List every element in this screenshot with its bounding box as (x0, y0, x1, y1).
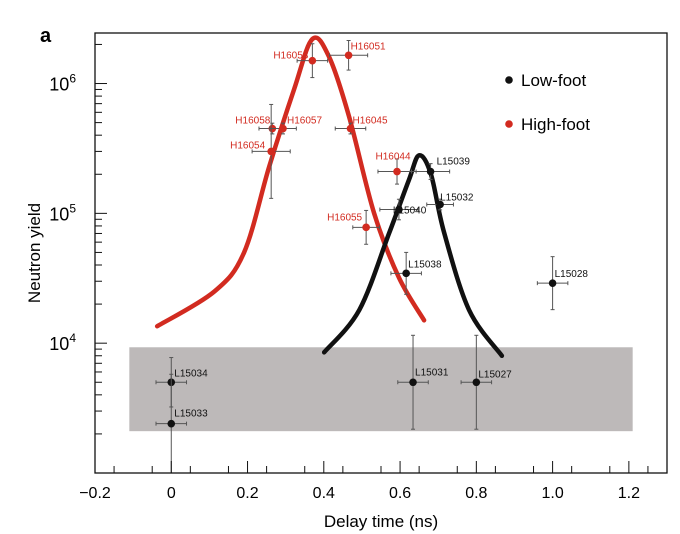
y-tick-base: 10 (49, 334, 69, 354)
point-label: L15028 (555, 269, 589, 280)
data-marker (362, 223, 370, 232)
point-label: L15039 (437, 157, 471, 168)
y-tick-base: 10 (49, 75, 69, 95)
point-label: H16045 (352, 116, 387, 127)
shaded-band (129, 347, 633, 432)
point-label: L15032 (440, 192, 474, 203)
point-label: L15027 (478, 369, 512, 380)
low-foot-fit-curve (321, 153, 505, 359)
point-label: L15040 (393, 206, 427, 217)
legend-marker (505, 120, 513, 128)
point-label: H16055 (327, 212, 362, 223)
point-label: L15033 (174, 409, 208, 420)
legend-marker (505, 76, 513, 84)
high-foot-fit-curve (154, 35, 427, 329)
data-point-h16057: H16057 (269, 116, 322, 135)
x-tick-label: 1.2 (618, 485, 640, 502)
data-point-h16051: H16051 (329, 39, 386, 71)
data-point-h16044: H16044 (376, 152, 417, 185)
data-marker (426, 167, 435, 176)
legend-label: High-foot (521, 115, 590, 134)
data-point-h16055: H16055 (327, 209, 380, 245)
point-label: H16053 (273, 51, 308, 62)
legend-item-low-foot: Low-foot (505, 71, 586, 90)
data-marker (308, 56, 317, 65)
y-tick-label: 104 (49, 331, 76, 354)
data-marker (436, 200, 444, 209)
data-point-l15031: L15031 (397, 334, 449, 430)
data-marker (167, 419, 176, 428)
data-point-l15028: L15028 (536, 256, 589, 311)
point-label: H16044 (376, 152, 411, 163)
point-label: L15038 (408, 259, 442, 270)
y-tick-exponent: 5 (69, 201, 76, 215)
y-tick-label: 105 (49, 201, 76, 224)
x-tick-label: −0.2 (79, 485, 111, 502)
x-tick-label: 1.0 (541, 485, 563, 502)
x-tick-label: 0.6 (389, 485, 411, 502)
y-axis-label: Neutron yield (25, 203, 44, 303)
x-tick-label: 0 (167, 485, 176, 502)
y-tick-exponent: 6 (69, 72, 76, 86)
legend-item-high-foot: High-foot (505, 115, 590, 134)
data-marker (472, 378, 481, 387)
point-label: H16051 (351, 41, 386, 52)
x-axis-label: Delay time (ns) (324, 512, 438, 531)
point-label: L15031 (415, 367, 449, 378)
data-marker (393, 167, 401, 176)
point-label: H16058 (235, 116, 270, 127)
data-marker (409, 378, 417, 387)
x-tick-label: 0.2 (236, 485, 258, 502)
data-point-h16054: H16054 (230, 103, 291, 199)
data-point-h16045: H16045 (334, 116, 388, 135)
data-marker (346, 124, 355, 133)
data-point-h16053: H16053 (273, 43, 329, 79)
x-tick-label: 0.8 (465, 485, 487, 502)
point-label: H16057 (287, 116, 322, 127)
data-point-l15038: L15038 (390, 251, 442, 295)
data-marker (402, 269, 410, 278)
data-point-l15039: L15039 (411, 157, 471, 180)
panel-label: a (40, 25, 52, 47)
data-point-l15027: L15027 (460, 334, 512, 430)
data-marker (548, 279, 557, 287)
x-tick-label: 0.4 (313, 485, 335, 502)
legend-label: Low-foot (521, 71, 586, 90)
point-label: L15034 (174, 368, 208, 379)
y-tick-base: 10 (49, 204, 69, 224)
data-marker (395, 205, 403, 214)
data-point-l15033: L15033 (155, 373, 208, 474)
y-tick-exponent: 4 (69, 331, 76, 345)
data-marker (344, 51, 353, 60)
data-marker (267, 147, 275, 156)
point-label: H16054 (230, 140, 265, 151)
data-point-l15040: L15040 (379, 198, 427, 221)
data-point-l15032: L15032 (426, 192, 474, 211)
y-tick-label: 106 (49, 72, 76, 95)
data-marker (279, 124, 287, 133)
